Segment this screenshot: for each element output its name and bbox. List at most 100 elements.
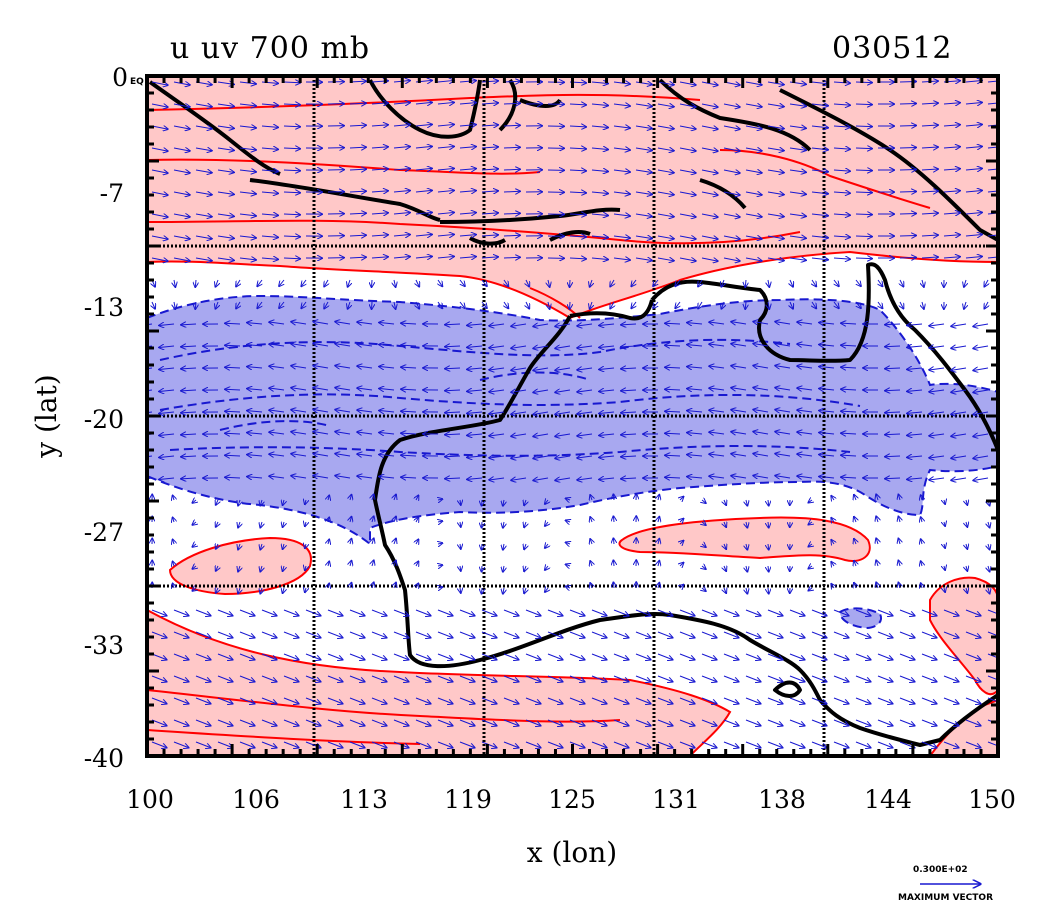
wind-vector-arrow [489,412,505,414]
wind-vector-arrow [921,653,937,660]
y-tick-label: -27 [84,518,124,547]
wind-vector-arrow [393,169,410,170]
wind-vector-arrow [225,411,241,412]
wind-vector-arrow [613,675,629,682]
wind-vector-arrow [503,653,519,660]
wind-vector-arrow [965,168,982,170]
wind-vector-arrow [192,544,196,547]
wind-vector-arrow [257,301,262,308]
wind-vector-arrow [192,588,196,591]
wind-vector-arrow [305,697,321,704]
wind-vector-arrow [283,544,284,549]
wind-vector-arrow [965,146,982,148]
wind-vector-arrow [269,476,285,478]
wind-vector-arrow [350,583,351,588]
wind-vector-arrow [401,433,417,434]
wind-vector-arrow [467,412,483,413]
wind-vector-arrow [731,388,747,390]
wind-vector-arrow [841,433,857,434]
wind-vector-arrow [503,147,520,148]
wind-vector-arrow [467,478,483,479]
wind-vector-arrow [437,697,453,704]
wind-vector-arrow [811,236,828,238]
wind-vector-arrow [877,741,893,748]
wind-vector-arrow [657,192,674,195]
wind-vector-arrow [701,741,717,748]
wind-vector-arrow [283,566,284,571]
wind-vector-arrow [687,323,703,324]
y-tick-label: -7 [100,179,124,208]
wind-vector-arrow [489,346,505,348]
wind-vector-arrow [635,719,651,726]
wind-vector-arrow [379,389,395,390]
wind-vector-arrow [481,235,498,236]
wind-vector-arrow [899,103,916,104]
wind-vector-arrow [525,741,541,748]
wind-vector-arrow [943,653,959,660]
wind-vector-arrow [687,367,703,368]
wind-vector-arrow [944,544,945,548]
wind-vector-arrow [819,367,835,368]
wind-vector-arrow [590,301,592,309]
wind-vector-arrow [921,631,937,638]
wind-vector-arrow [371,103,388,104]
wind-vector-arrow [591,631,607,638]
wind-vector-arrow [907,346,923,347]
wind-vector-arrow [357,432,373,434]
wind-vector-arrow [964,279,966,287]
wind-vector-arrow [876,538,878,545]
wind-vector-arrow [613,214,630,216]
wind-vector-arrow [192,500,196,503]
y-tick-label: -33 [84,631,124,660]
wind-vector-arrow [753,476,769,478]
wind-vector-arrow [459,191,476,192]
wind-vector-arrow [313,454,329,456]
wind-vector-arrow [811,675,827,682]
wind-vector-arrow [151,104,168,107]
wind-vector-arrow [548,301,550,309]
wind-vector-arrow [238,566,240,572]
wind-vector-arrow [907,478,923,479]
wind-vector-arrow [767,258,784,261]
wind-vector-arrow [658,561,659,566]
wind-vector-arrow [899,235,916,236]
wind-vector-arrow [524,522,526,527]
wind-vector-arrow [833,653,849,660]
wind-vector-arrow [811,214,828,216]
wind-vector-arrow [577,412,593,414]
wind-vector-arrow [877,609,893,616]
wind-vector-arrow [973,346,989,348]
wind-vector-arrow [283,588,284,593]
wind-vector-arrow [951,456,967,458]
wind-vector-arrow [724,588,726,593]
y-tick-label: 0 [112,63,128,92]
wind-vector-arrow [841,367,857,368]
wind-vector-arrow [489,456,505,458]
wind-vector-arrow [855,609,871,616]
x-tick-label: 150 [968,785,1016,814]
wind-vector-arrow [841,389,857,390]
wind-vector-arrow [459,125,476,126]
wind-vector-arrow [811,697,827,704]
wind-vector-arrow [854,495,856,500]
wind-vector-arrow [327,675,343,682]
wind-vector-arrow [524,500,526,505]
wind-vector-arrow [876,516,878,523]
wind-vector-arrow [460,500,461,505]
wind-vector-arrow [305,719,321,726]
wind-vector-arrow [437,190,454,192]
wind-vector-arrow [239,104,256,106]
wind-vector-arrow [841,411,857,412]
wind-vector-arrow [635,214,652,216]
wind-vector-arrow [460,588,461,593]
wind-vector-arrow [613,104,630,106]
wind-vector-arrow [987,741,998,748]
wind-vector-arrow [511,324,527,326]
wind-vector-arrow [394,583,396,588]
plot-title: u uv 700 mb [170,31,370,66]
wind-vector-arrow [899,125,916,126]
wind-vector-arrow [613,631,629,638]
wind-vector-arrow [481,125,498,126]
wind-vector-arrow [745,236,762,239]
